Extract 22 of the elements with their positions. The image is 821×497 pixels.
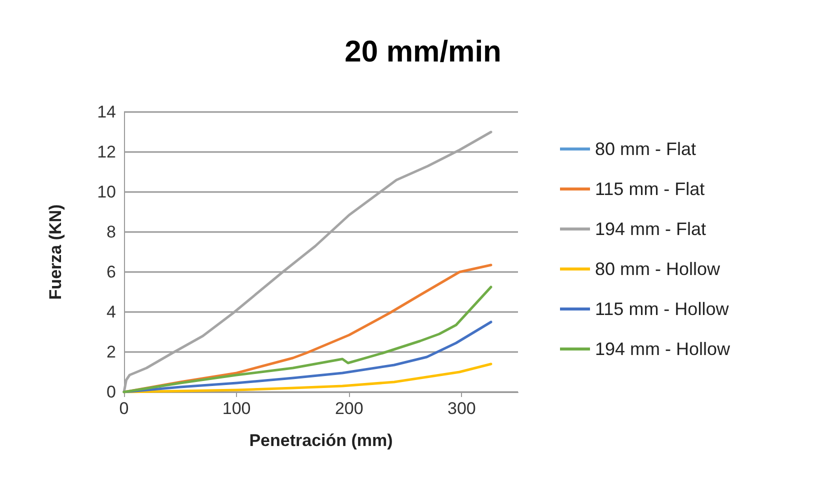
chart-title: 20 mm/min [344, 36, 502, 68]
y-tick-label: 14 [97, 102, 116, 122]
legend-label: 194 mm - Hollow [595, 339, 732, 359]
legend-label: 80 mm - Flat [595, 139, 696, 159]
x-tick-label: 200 [334, 399, 364, 418]
y-tick-label: 0 [106, 382, 116, 402]
y-tick-label: 4 [106, 302, 116, 322]
x-tick-label: 0 [119, 399, 129, 418]
x-tick-label: 300 [448, 399, 476, 418]
y-tick-label: 12 [97, 142, 116, 162]
legend-label: 80 mm - Hollow [595, 259, 722, 279]
y-tick-label: 10 [97, 182, 116, 202]
y-tick-label: 6 [106, 262, 116, 282]
line-series [122, 286, 492, 394]
legend-label: 194 mm - Flat [595, 219, 706, 239]
y-axis-title: Fuerza (KN) [46, 204, 65, 300]
x-axis-title: Penetración (mm) [249, 431, 393, 450]
y-tick-label: 2 [106, 342, 116, 362]
legend-label: 115 mm - Hollow [595, 299, 730, 319]
legend-label: 115 mm - Flat [595, 179, 705, 199]
x-tick-label: 100 [222, 399, 251, 418]
y-tick-label: 8 [106, 222, 116, 242]
